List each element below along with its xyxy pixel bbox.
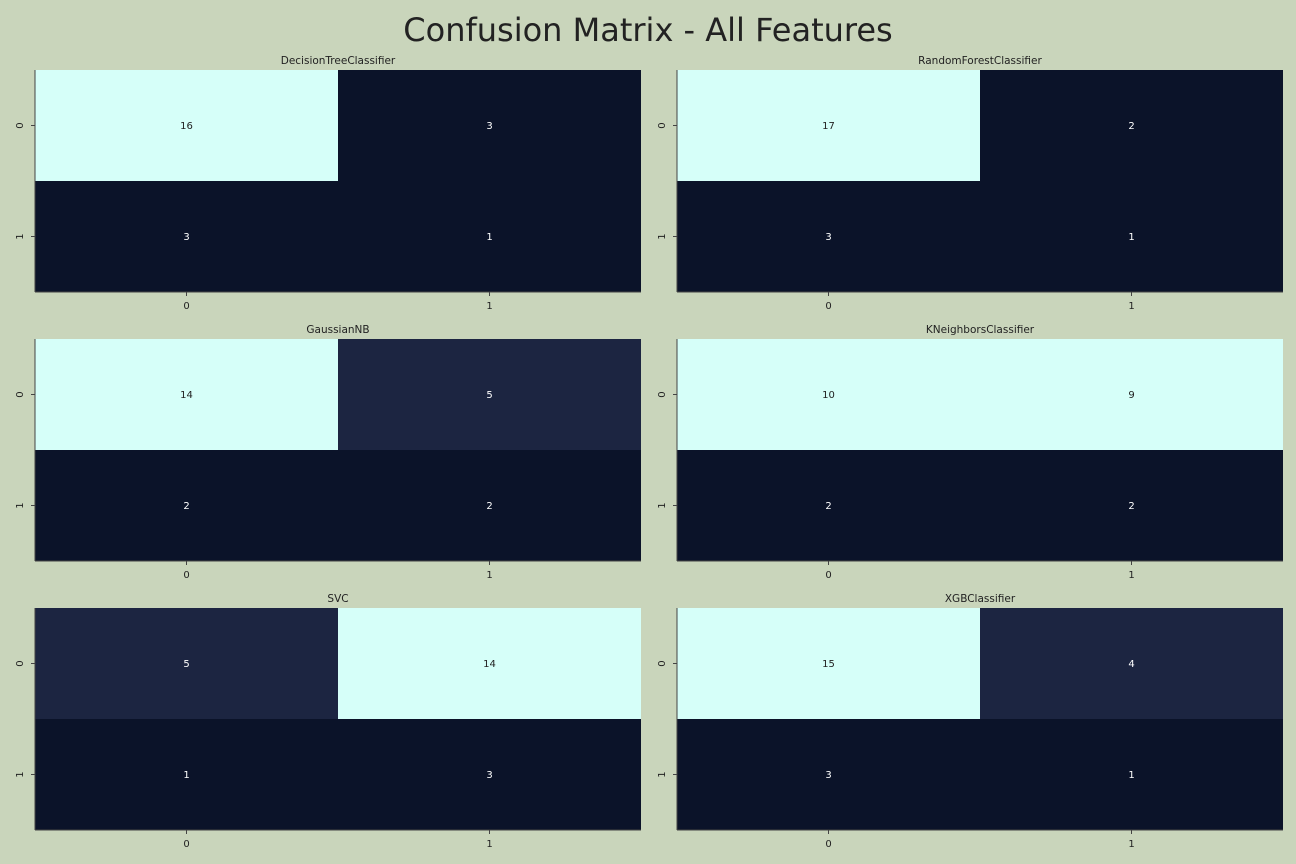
cell-value-label: 2 (486, 501, 492, 512)
heatmap-panel: RandomForestClassifier 17 2 3 1 0 1 0 1 (657, 55, 1283, 312)
cell-value-label: 15 (822, 659, 835, 670)
heatmap-cell (980, 608, 1283, 719)
y-tick-label: 0 (15, 660, 26, 666)
heatmap-cell (677, 450, 980, 561)
x-tick-label: 0 (183, 301, 189, 312)
cell-value-label: 2 (1128, 501, 1134, 512)
cell-value-label: 5 (183, 659, 189, 670)
heatmap-cell (35, 339, 338, 450)
cell-value-label: 1 (183, 770, 189, 781)
panel-title: XGBClassifier (945, 593, 1016, 605)
x-tick-label: 1 (1128, 301, 1134, 312)
y-tick-label: 0 (657, 660, 668, 666)
x-tick-label: 1 (1128, 839, 1134, 850)
panel-title: KNeighborsClassifier (926, 324, 1035, 336)
cell-value-label: 14 (180, 390, 193, 401)
heatmap-cell (677, 339, 980, 450)
heatmap-panel: GaussianNB 14 5 2 2 0 1 0 1 (15, 324, 641, 581)
heatmap-cell (338, 339, 641, 450)
heatmap-cell (980, 450, 1283, 561)
heatmap-cell (338, 608, 641, 719)
cell-value-label: 2 (1128, 121, 1134, 132)
x-tick-label: 1 (486, 839, 492, 850)
y-tick-label: 0 (15, 122, 26, 128)
heatmap-panel: XGBClassifier 15 4 3 1 0 1 0 1 (657, 593, 1283, 850)
y-tick-label: 1 (15, 771, 26, 777)
panel-title: DecisionTreeClassifier (281, 55, 396, 67)
cell-value-label: 5 (486, 390, 492, 401)
cell-value-label: 2 (183, 501, 189, 512)
cell-value-label: 1 (1128, 770, 1134, 781)
heatmap-cell (338, 719, 641, 830)
y-tick-label: 1 (657, 233, 668, 239)
heatmap-cell (338, 181, 641, 292)
heatmap-panel: DecisionTreeClassifier 16 3 3 1 0 1 0 1 (15, 55, 641, 312)
heatmap-cell (35, 181, 338, 292)
heatmap-cell (677, 181, 980, 292)
cell-value-label: 9 (1128, 390, 1134, 401)
cell-value-label: 10 (822, 390, 835, 401)
y-tick-label: 1 (657, 502, 668, 508)
x-tick-label: 1 (1128, 570, 1134, 581)
heatmap-cell (35, 70, 338, 181)
x-tick-label: 1 (486, 570, 492, 581)
cell-value-label: 3 (825, 770, 831, 781)
cell-value-label: 3 (486, 770, 492, 781)
y-tick-label: 0 (15, 391, 26, 397)
heatmap-cell (677, 719, 980, 830)
cell-value-label: 1 (486, 232, 492, 243)
heatmap-cell (677, 608, 980, 719)
heatmap-cell (980, 339, 1283, 450)
heatmap-cell (677, 70, 980, 181)
x-tick-label: 0 (825, 301, 831, 312)
cell-value-label: 1 (1128, 232, 1134, 243)
cell-value-label: 17 (822, 121, 835, 132)
heatmap-cell (338, 450, 641, 561)
panel-title: SVC (327, 593, 348, 605)
heatmap-cell (980, 181, 1283, 292)
panel-title: RandomForestClassifier (918, 55, 1042, 67)
figure-title: Confusion Matrix - All Features (403, 11, 892, 49)
y-tick-label: 1 (657, 771, 668, 777)
y-tick-label: 1 (15, 502, 26, 508)
y-tick-label: 0 (657, 122, 668, 128)
x-tick-label: 1 (486, 301, 492, 312)
x-tick-label: 0 (825, 570, 831, 581)
cell-value-label: 4 (1128, 659, 1134, 670)
cell-value-label: 16 (180, 121, 193, 132)
heatmap-cell (980, 719, 1283, 830)
panel-title: GaussianNB (306, 324, 369, 336)
heatmap-cell (35, 450, 338, 561)
cell-value-label: 2 (825, 501, 831, 512)
cell-value-label: 3 (825, 232, 831, 243)
cell-value-label: 14 (483, 659, 496, 670)
heatmap-cell (35, 719, 338, 830)
heatmap-panel: SVC 5 14 1 3 0 1 0 1 (15, 593, 641, 850)
heatmap-cell (35, 608, 338, 719)
x-tick-label: 0 (825, 839, 831, 850)
heatmap-cell (338, 70, 641, 181)
x-tick-label: 0 (183, 570, 189, 581)
cell-value-label: 3 (486, 121, 492, 132)
cell-value-label: 3 (183, 232, 189, 243)
y-tick-label: 0 (657, 391, 668, 397)
heatmap-cell (980, 70, 1283, 181)
y-tick-label: 1 (15, 233, 26, 239)
x-tick-label: 0 (183, 839, 189, 850)
